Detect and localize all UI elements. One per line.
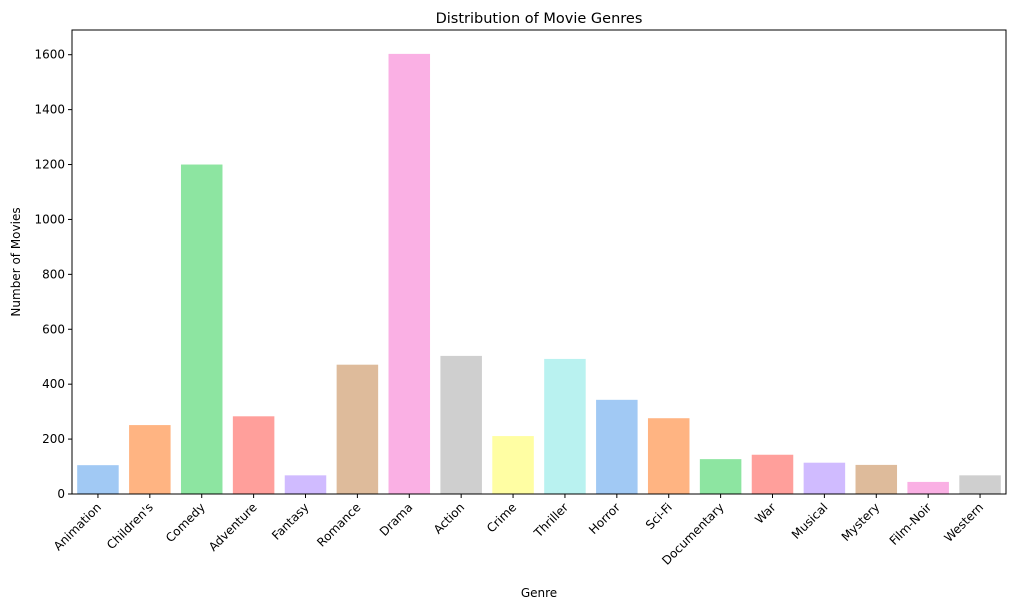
chart-title: Distribution of Movie Genres [436, 11, 643, 27]
y-tick-label: 1600 [34, 48, 65, 62]
bar-sci-fi [647, 418, 690, 494]
bar-film-noir [907, 481, 949, 494]
x-tick-label: Children's [104, 500, 156, 552]
y-tick-label: 400 [42, 377, 65, 391]
bar-documentary [699, 459, 742, 494]
bar-musical [803, 462, 846, 494]
x-tick-label: Western [941, 500, 986, 545]
bar-mystery [855, 464, 898, 494]
bar-children-s [129, 425, 171, 494]
bar-thriller [544, 358, 586, 494]
x-tick-label: Sci-Fi [643, 500, 675, 532]
bar-western [959, 475, 1001, 494]
x-tick-label: War [752, 500, 778, 526]
bar-crime [492, 436, 534, 494]
x-tick-label: Horror [586, 500, 623, 537]
x-tick-label: Film-Noir [887, 500, 935, 548]
x-tick-label: Action [431, 500, 467, 536]
bar-animation [77, 465, 119, 494]
plot-frame [71, 29, 1007, 495]
bar-action [440, 355, 482, 494]
y-axis-label: Number of Movies [9, 207, 23, 316]
x-tick-label: Drama [377, 500, 416, 539]
x-tick-label: Adventure [206, 500, 260, 554]
bar-drama [388, 53, 431, 495]
x-tick-label: Animation [51, 500, 104, 553]
y-tick-label: 1200 [34, 158, 65, 172]
x-tick-label: Thriller [531, 500, 571, 540]
x-tick-label: Fantasy [269, 500, 312, 543]
bar-horror [596, 399, 638, 494]
x-tick-label: Crime [484, 500, 519, 535]
x-tick-label: Musical [789, 500, 831, 542]
x-tick-label: Mystery [839, 500, 883, 544]
bar-romance [336, 364, 379, 494]
bar-adventure [232, 416, 275, 494]
y-tick-label: 600 [42, 322, 65, 336]
y-tick-label: 1000 [34, 212, 65, 226]
bar-comedy [180, 164, 223, 495]
y-tick-label: 200 [42, 432, 65, 446]
y-axis: 0 200 400 600 800 1000 1200 1400 1600 [34, 48, 72, 501]
bar-fantasy [284, 475, 327, 494]
x-tick-label: Romance [314, 500, 363, 549]
x-tick-label: Comedy [163, 500, 208, 545]
y-tick-label: 800 [42, 267, 65, 281]
x-axis-label: Genre [521, 586, 557, 600]
bar-war [751, 454, 794, 494]
y-tick-label: 1400 [34, 103, 65, 117]
y-tick-label: 0 [57, 487, 65, 501]
bars [77, 53, 1001, 495]
